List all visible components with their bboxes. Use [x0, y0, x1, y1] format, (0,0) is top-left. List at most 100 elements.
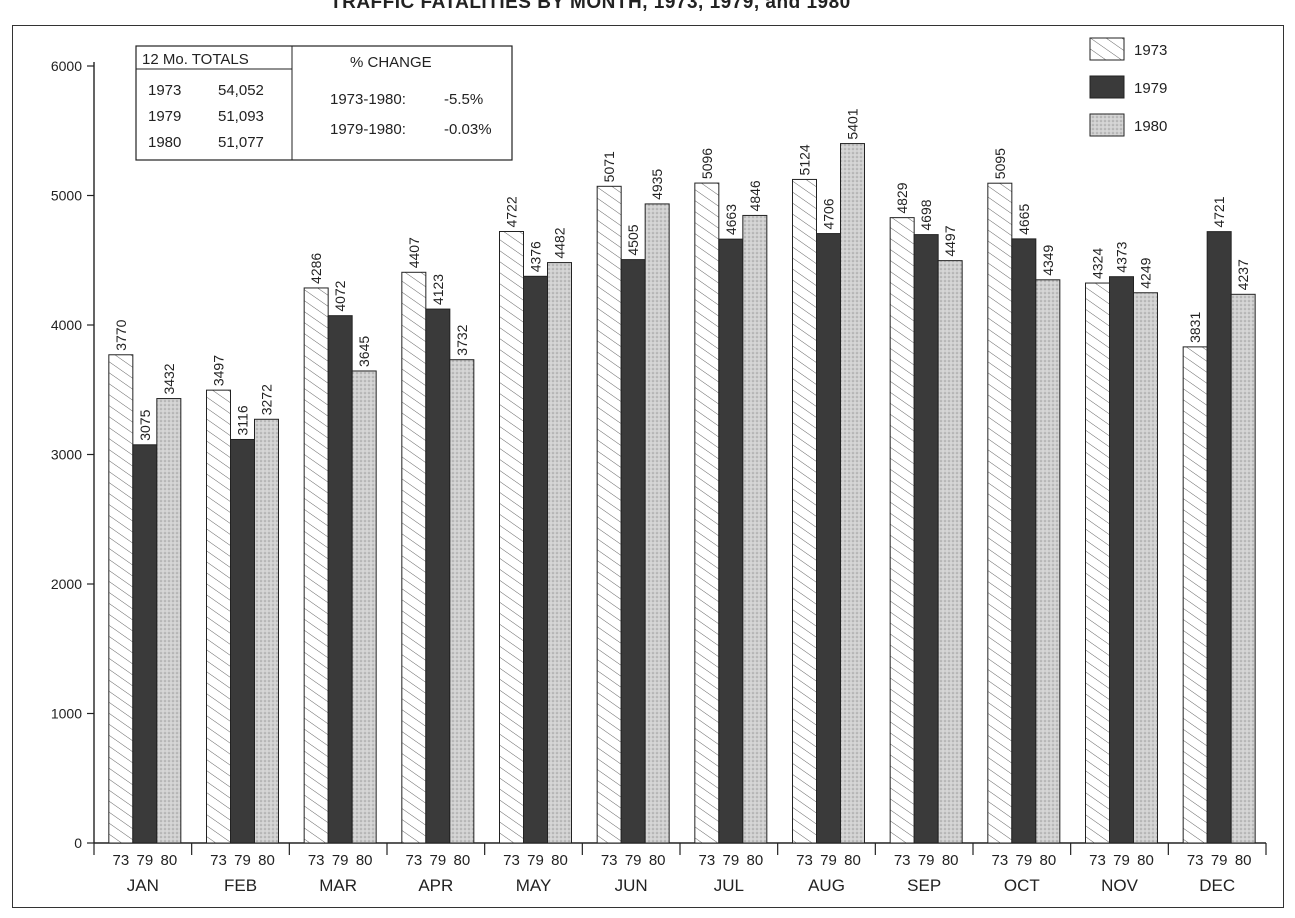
x-category-label: JUN: [615, 876, 648, 895]
data-label-1973-apr: 4407: [406, 237, 422, 268]
bar-year-label: 79: [136, 852, 153, 869]
bar-1980-jul: [742, 214, 768, 844]
data-label-1980-dec: 4237: [1235, 259, 1251, 290]
data-label-1979-aug: 4706: [821, 198, 837, 229]
totals-year-1973: 1973: [148, 82, 181, 99]
bar-year-label: 79: [1113, 852, 1130, 869]
y-tick-label: 1000: [51, 706, 82, 722]
totals-value-1979: 51,093: [218, 108, 264, 125]
change-label-1973-1980: 1973-1980:: [330, 91, 406, 108]
chart-title: TRAFFIC FATALITIES BY MONTH, 1973, 1979,…: [330, 0, 851, 13]
y-tick-label: 4000: [51, 317, 82, 333]
bar-1973-apr: [401, 271, 427, 844]
x-category-label: OCT: [1004, 876, 1040, 895]
legend-swatch-1980: [1089, 113, 1125, 137]
totals-value-1980: 51,077: [218, 134, 264, 151]
bar-1980-jan: [156, 398, 182, 844]
x-category-label: AUG: [808, 876, 845, 895]
legend-label-1979: 1979: [1134, 80, 1167, 97]
bar-year-label: 80: [551, 852, 568, 869]
data-label-1980-aug: 5401: [845, 108, 861, 139]
axes: 0 1000 2000 3000 4000 5000 6000: [51, 58, 1267, 855]
bar-year-label: 80: [942, 852, 959, 869]
x-category-label: JUL: [714, 876, 744, 895]
bar-year-label: 73: [210, 852, 227, 869]
bar-1980-sep: [937, 260, 963, 844]
bar-year-label: 79: [1211, 852, 1228, 869]
bar-year-label: 73: [503, 852, 520, 869]
data-label-1980-mar: 3645: [356, 336, 372, 367]
bar-1980-oct: [1035, 279, 1061, 844]
bar-year-label: 80: [844, 852, 861, 869]
x-category-label: FEB: [224, 876, 257, 895]
bar-1980-aug: [840, 143, 865, 844]
data-label-1980-jul: 4846: [747, 180, 763, 211]
bar-year-label: 80: [356, 852, 373, 869]
x-category-label: MAR: [319, 876, 357, 895]
data-label-1973-sep: 4829: [894, 182, 910, 213]
data-label-1979-sep: 4698: [918, 199, 934, 230]
data-label-1979-jan: 3075: [137, 409, 153, 440]
bar-year-label: 79: [722, 852, 739, 869]
bar-1979-mar: [327, 315, 353, 844]
x-category-label: DEC: [1199, 876, 1235, 895]
bar-year-label: 80: [1137, 852, 1154, 869]
data-label-1973-nov: 4324: [1090, 248, 1106, 279]
totals-year-1979: 1979: [148, 108, 181, 125]
bar-1973-aug: [792, 178, 817, 844]
legend-swatch-1973: [1089, 37, 1125, 61]
data-label-1973-aug: 5124: [797, 144, 813, 175]
legend-label-1980: 1980: [1134, 118, 1167, 135]
bar-year-label: 73: [112, 852, 129, 869]
bar-year-label: 80: [746, 852, 763, 869]
bar-year-label: 79: [332, 852, 349, 869]
bar-year-label: 80: [649, 852, 666, 869]
bar-1973-dec: [1182, 346, 1208, 844]
data-label-1979-jul: 4663: [723, 204, 739, 235]
change-header: % CHANGE: [350, 54, 432, 71]
y-tick-label: 2000: [51, 576, 82, 592]
bar-1973-may: [499, 231, 524, 844]
bar-1980-jun: [644, 203, 670, 844]
data-label-1980-jun: 4935: [649, 169, 665, 200]
x-category-label: APR: [418, 876, 453, 895]
data-label-1979-oct: 4665: [1016, 204, 1032, 235]
x-category-label: MAY: [516, 876, 552, 895]
data-label-1973-dec: 3831: [1187, 312, 1203, 343]
chart-frame: [12, 25, 1284, 908]
totals-value-1973: 54,052: [218, 82, 264, 99]
bar-1980-mar: [351, 370, 377, 844]
bar-year-label: 73: [405, 852, 422, 869]
data-label-1980-jan: 3432: [161, 363, 177, 394]
bars: [108, 143, 1256, 844]
bar-1979-dec: [1206, 231, 1232, 844]
data-label-1979-feb: 3116: [235, 405, 251, 435]
bar-1980-may: [547, 262, 572, 844]
data-label-1980-feb: 3272: [259, 384, 275, 415]
change-value-1979-1980: -0.03%: [444, 121, 492, 138]
bar-year-label: 73: [796, 852, 813, 869]
bar-year-label: 80: [1235, 852, 1252, 869]
y-tick-label: 3000: [51, 447, 82, 463]
bar-1973-nov: [1085, 282, 1110, 844]
bar-year-label: 80: [160, 852, 177, 869]
data-label-1980-sep: 4497: [942, 225, 958, 256]
bar-1980-dec: [1230, 293, 1256, 844]
data-label-1980-apr: 3732: [454, 324, 470, 355]
data-label-1973-jan: 3770: [113, 319, 129, 350]
bar-year-label: 79: [820, 852, 837, 869]
bar-1973-oct: [987, 182, 1013, 844]
bar-1979-may: [523, 275, 548, 844]
bar-year-label: 73: [1187, 852, 1204, 869]
data-label-1980-oct: 4349: [1040, 244, 1056, 275]
y-tick-label: 5000: [51, 188, 82, 204]
data-label-1979-apr: 4123: [430, 274, 446, 305]
bar-1980-feb: [254, 418, 279, 844]
data-label-1973-jul: 5096: [699, 148, 715, 179]
bar-year-label: 73: [698, 852, 715, 869]
bar-1979-nov: [1109, 276, 1134, 844]
x-category-label: SEP: [907, 876, 941, 895]
bar-1973-feb: [206, 389, 231, 844]
bar-year-label: 80: [453, 852, 470, 869]
